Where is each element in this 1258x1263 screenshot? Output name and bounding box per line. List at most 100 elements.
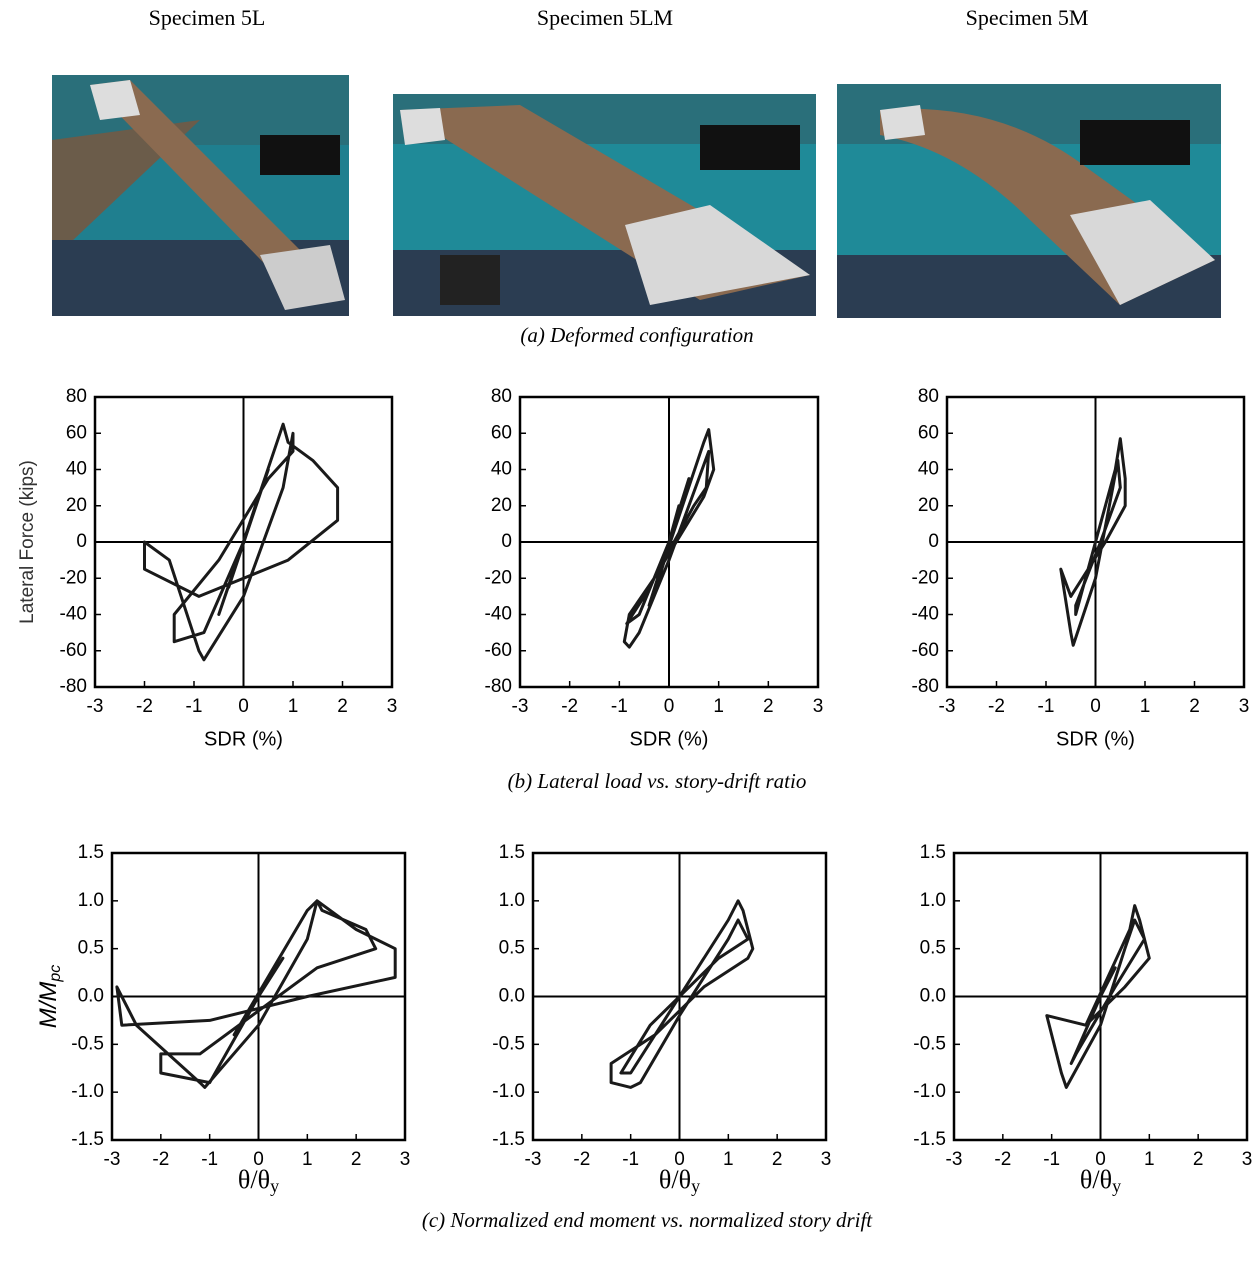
x-tick-label: 1 bbox=[713, 696, 724, 717]
x-tick-label: -1 bbox=[1043, 1149, 1060, 1170]
y-tick-label: 60 bbox=[918, 422, 939, 443]
x-tick-label: 3 bbox=[1242, 1149, 1253, 1170]
y-tick-label: 20 bbox=[491, 495, 512, 516]
x-tick-label: 0 bbox=[664, 696, 675, 717]
y-tick-label: 0 bbox=[76, 531, 87, 552]
x-tick-label: 3 bbox=[400, 1149, 411, 1170]
x-tick-label: -1 bbox=[201, 1149, 218, 1170]
caption: (c) Normalized end moment vs. normalized… bbox=[422, 1208, 873, 1232]
hysteresis-line bbox=[622, 428, 716, 649]
plot-frame bbox=[952, 851, 1249, 1142]
x-tick-label: -2 bbox=[561, 696, 578, 717]
y-tick-label: -0.5 bbox=[492, 1033, 525, 1054]
y-tick-label: -80 bbox=[485, 676, 512, 697]
y-tick-label: 1.5 bbox=[78, 842, 104, 863]
x-tick-label: -2 bbox=[988, 696, 1005, 717]
x-tick-label: -2 bbox=[136, 696, 153, 717]
y-tick-label: -60 bbox=[60, 640, 87, 661]
x-tick-label: 3 bbox=[821, 1149, 832, 1170]
x-tick-label: -3 bbox=[87, 696, 104, 717]
hysteresis-line bbox=[1045, 904, 1151, 1089]
hysteresis-line bbox=[143, 422, 340, 662]
x-axis-label: SDR (%) bbox=[630, 728, 709, 750]
plot-frame bbox=[110, 851, 407, 1142]
x-tick-label: 2 bbox=[351, 1149, 362, 1170]
x-tick-label: 2 bbox=[772, 1149, 783, 1170]
photo bbox=[393, 94, 816, 316]
x-tick-label: 1 bbox=[288, 696, 299, 717]
y-tick-label: -80 bbox=[60, 676, 87, 697]
y-tick-label: 0.5 bbox=[78, 938, 104, 959]
x-tick-label: 3 bbox=[387, 696, 398, 717]
y-tick-label: 80 bbox=[66, 386, 87, 407]
y-tick-label: -1.0 bbox=[71, 1081, 104, 1102]
x-axis-label-main: θ/θ bbox=[238, 1165, 270, 1194]
y-tick-label: 0.0 bbox=[78, 986, 104, 1007]
y-tick-label: -40 bbox=[485, 604, 512, 625]
y-tick-label: 0.0 bbox=[499, 986, 525, 1007]
x-tick-label: 1 bbox=[1144, 1149, 1155, 1170]
y-tick-label: -0.5 bbox=[71, 1033, 104, 1054]
x-tick-label: 1 bbox=[302, 1149, 313, 1170]
x-tick-label: 0 bbox=[238, 696, 249, 717]
y-tick-label: -1.5 bbox=[913, 1129, 946, 1150]
y-tick-label: 80 bbox=[491, 386, 512, 407]
x-axis-label: θ/θy bbox=[1080, 1165, 1121, 1196]
y-tick-label: 0 bbox=[501, 531, 512, 552]
y-tick-label: 1.0 bbox=[78, 890, 104, 911]
y-tick-label: -1.5 bbox=[492, 1129, 525, 1150]
x-axis-label: SDR (%) bbox=[1056, 728, 1135, 750]
x-tick-label: 0 bbox=[1095, 1149, 1106, 1170]
photo bbox=[52, 75, 349, 316]
x-axis-label-sub: y bbox=[691, 1176, 700, 1196]
y-tick-label: -40 bbox=[60, 604, 87, 625]
x-tick-label: 2 bbox=[763, 696, 774, 717]
x-axis-label-sub: y bbox=[1112, 1176, 1121, 1196]
y-tick-label: 0 bbox=[928, 531, 939, 552]
y-tick-label: 20 bbox=[66, 495, 87, 516]
x-tick-label: 3 bbox=[1239, 696, 1250, 717]
x-tick-label: -3 bbox=[939, 696, 956, 717]
y-tick-label: 40 bbox=[491, 459, 512, 480]
hysteresis-line bbox=[609, 899, 755, 1089]
y-tick-label: 20 bbox=[918, 495, 939, 516]
y-tick-label: -1.0 bbox=[492, 1081, 525, 1102]
x-tick-label: -3 bbox=[946, 1149, 963, 1170]
y-tick-label: -1.5 bbox=[71, 1129, 104, 1150]
x-tick-label: -1 bbox=[186, 696, 203, 717]
photo bbox=[837, 84, 1221, 318]
plot-frame bbox=[93, 395, 394, 689]
x-tick-label: 0 bbox=[674, 1149, 685, 1170]
x-tick-label: -2 bbox=[573, 1149, 590, 1170]
specimen-title: Specimen 5L bbox=[149, 5, 266, 30]
x-axis-label: SDR (%) bbox=[204, 728, 283, 750]
hysteresis-line bbox=[115, 899, 397, 1089]
y-tick-label: 40 bbox=[66, 459, 87, 480]
x-tick-label: 0 bbox=[253, 1149, 264, 1170]
x-axis-label: θ/θy bbox=[659, 1165, 700, 1196]
y-tick-label: 1.5 bbox=[920, 842, 946, 863]
x-tick-label: -3 bbox=[525, 1149, 542, 1170]
x-axis-label: θ/θy bbox=[238, 1165, 279, 1196]
y-tick-label: -20 bbox=[60, 567, 87, 588]
hysteresis-line bbox=[1059, 437, 1127, 647]
y-tick-label: 1.5 bbox=[499, 842, 525, 863]
plot-frame bbox=[945, 395, 1246, 689]
y-axis-label: Lateral Force (kips) bbox=[17, 460, 38, 624]
y-tick-label: -20 bbox=[485, 567, 512, 588]
x-tick-label: 2 bbox=[1189, 696, 1200, 717]
x-tick-label: -3 bbox=[512, 696, 529, 717]
specimen-title: Specimen 5LM bbox=[537, 5, 673, 30]
y-tick-label: 60 bbox=[491, 422, 512, 443]
y-tick-label: 0.5 bbox=[920, 938, 946, 959]
y-tick-label: -20 bbox=[912, 567, 939, 588]
y-tick-label: -0.5 bbox=[913, 1033, 946, 1054]
x-tick-label: -1 bbox=[1038, 696, 1055, 717]
y-axis-label-main: M/M bbox=[35, 982, 62, 1029]
y-tick-label: 60 bbox=[66, 422, 87, 443]
y-tick-label: -1.0 bbox=[913, 1081, 946, 1102]
x-tick-label: -1 bbox=[622, 1149, 639, 1170]
y-tick-label: 0.0 bbox=[920, 986, 946, 1007]
plot-frame bbox=[518, 395, 820, 689]
